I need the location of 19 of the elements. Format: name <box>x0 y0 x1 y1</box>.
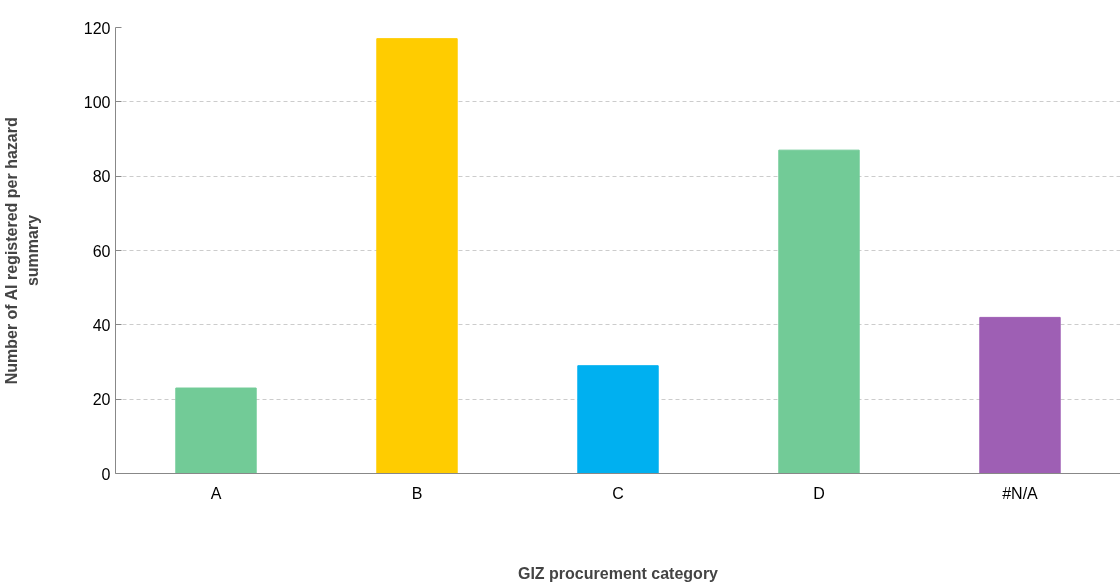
x-tick-label: B <box>411 484 423 502</box>
x-tick-label: A <box>210 484 222 502</box>
bar <box>376 38 458 474</box>
x-tick-label: #N/A <box>1002 484 1039 502</box>
bar <box>577 365 659 474</box>
bar <box>175 387 257 474</box>
y-tick-label: 0 <box>101 465 111 483</box>
y-tick-label: 60 <box>92 242 111 260</box>
y-tick-label: 120 <box>83 19 111 37</box>
bar <box>979 316 1061 474</box>
y-tick-label: 20 <box>92 391 111 409</box>
x-axis-title: GIZ procurement category <box>517 564 719 582</box>
y-tick-label: 40 <box>92 316 111 334</box>
y-tick-label: 100 <box>83 93 111 111</box>
bar <box>778 149 860 474</box>
x-tick-label: D <box>813 484 825 502</box>
y-tick-label: 80 <box>92 168 111 186</box>
y-axis-title: Number of AI registered per hazard summary <box>3 117 41 385</box>
x-tick-label: C <box>612 484 624 502</box>
